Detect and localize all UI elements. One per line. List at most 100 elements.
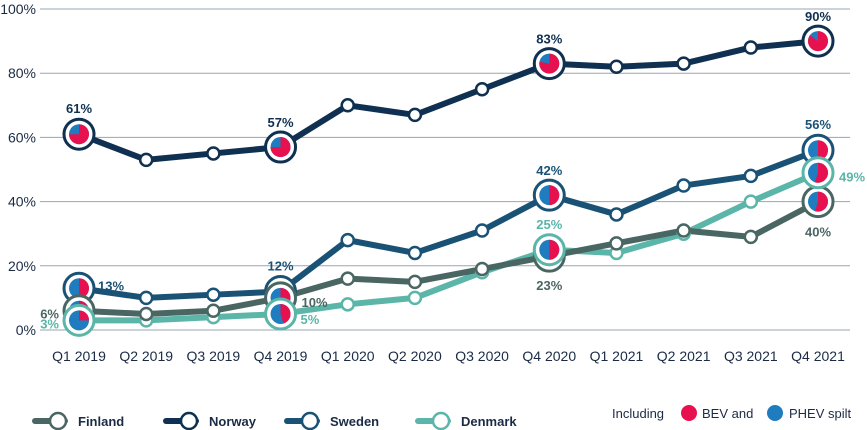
phev-swatch (767, 405, 783, 421)
pie-bev-slice (814, 162, 828, 183)
series-line-norway (76, 38, 821, 163)
x-tick-label: Q1 2020 (321, 348, 375, 364)
data-label-finland: 23% (536, 278, 562, 293)
point-sweden (676, 178, 691, 193)
data-label-denmark: 25% (536, 217, 562, 232)
legend: Finland Norway Sweden Denmark (32, 411, 517, 430)
data-label-norway: 61% (66, 101, 92, 116)
pie-bev-slice (818, 140, 828, 161)
data-labels: 6% 10% 23% 40% 61% 57% 83% 90% 13% 12% 42% 56% 3% 5% 2… (40, 9, 865, 331)
legend-label: Norway (209, 414, 257, 429)
x-tick-label: Q3 2021 (724, 348, 778, 364)
point-sweden (206, 287, 221, 302)
point-norway (340, 98, 355, 113)
data-label-norway: 57% (268, 115, 294, 130)
legend-item-finland: Finland (32, 411, 124, 430)
legend-swatch-marker (431, 411, 451, 430)
y-axis: 0% 20% 40% 60% 80% 100% (0, 1, 36, 338)
data-label-finland: 10% (302, 295, 328, 310)
pie-marker-sweden (62, 271, 96, 305)
series-lines (76, 38, 821, 324)
data-label-sweden: 13% (98, 278, 124, 293)
point-denmark (340, 297, 355, 312)
data-label-finland: 40% (805, 225, 831, 240)
legend-label: Denmark (461, 414, 517, 429)
pie-bev-slice (280, 303, 291, 324)
y-tick-label: 100% (0, 1, 36, 17)
pie-marker-finland (801, 185, 835, 219)
data-label-sweden: 56% (805, 117, 831, 132)
data-label-norway: 83% (536, 32, 562, 47)
x-tick-label: Q4 2020 (522, 348, 576, 364)
point-sweden (743, 168, 759, 184)
point-norway (407, 107, 423, 123)
bev-swatch (681, 405, 697, 421)
data-label-sweden: 42% (536, 163, 562, 178)
data-label-denmark: 49% (839, 170, 865, 185)
data-label-sweden: 12% (268, 258, 294, 273)
bev-phev-note: Including BEV and PHEV spilt (612, 405, 852, 421)
legend-swatch-marker (179, 411, 199, 430)
y-tick-label: 40% (8, 194, 36, 210)
pie-marker-norway (532, 47, 566, 81)
point-sweden (138, 290, 154, 306)
point-norway (138, 152, 154, 168)
y-tick-label: 20% (8, 258, 36, 274)
point-sweden (340, 232, 355, 248)
pie-marker-denmark (801, 156, 835, 190)
pie-markers (62, 24, 835, 337)
legend-swatch-marker (48, 411, 68, 430)
point-finland (609, 236, 624, 251)
y-tick-label: 0% (16, 322, 36, 338)
y-tick-label: 60% (8, 129, 36, 145)
pie-bev-slice (808, 31, 828, 52)
note-prefix: Including (612, 406, 664, 421)
x-tick-label: Q2 2019 (119, 348, 173, 364)
pie-marker-sweden (532, 178, 566, 212)
point-norway (206, 146, 221, 161)
legend-swatch-marker (300, 411, 320, 430)
x-tick-label: Q2 2020 (388, 348, 442, 364)
point-finland (676, 223, 691, 238)
point-finland (474, 261, 490, 277)
legend-label: Finland (78, 414, 124, 429)
note-bev-label: BEV and (702, 406, 753, 421)
pie-bev-slice (79, 310, 89, 321)
x-tick-label: Q1 2019 (52, 348, 106, 364)
point-norway (676, 56, 691, 71)
x-tick-label: Q3 2020 (455, 348, 509, 364)
pie-bev-slice (79, 278, 89, 299)
point-finland (340, 271, 355, 286)
point-finland (138, 306, 154, 322)
legend-item-sweden: Sweden (284, 411, 379, 430)
legend-label: Sweden (330, 414, 379, 429)
point-sweden (407, 245, 423, 261)
point-finland (743, 229, 759, 245)
note-phev-label: PHEV spilt (789, 406, 852, 421)
pie-bev-slice (69, 124, 89, 145)
y-tick-label: 80% (8, 65, 36, 81)
data-label-finland: 6% (40, 307, 59, 322)
point-denmark (407, 290, 423, 306)
pie-bev-slice (814, 191, 828, 212)
pie-marker-norway (62, 117, 96, 151)
x-tick-label: Q4 2019 (254, 348, 308, 364)
data-label-denmark: 5% (301, 312, 320, 327)
gridlines (40, 8, 850, 331)
point-norway (474, 82, 490, 97)
data-label-norway: 90% (805, 9, 831, 24)
point-sweden (609, 207, 624, 222)
legend-item-denmark: Denmark (415, 411, 517, 430)
legend-item-norway: Norway (163, 411, 257, 430)
series-line-finland (76, 198, 821, 317)
pie-bev-slice (549, 239, 560, 260)
pie-bev-slice (270, 137, 291, 158)
series-line-sweden (76, 147, 821, 301)
pie-bev-slice (549, 185, 560, 206)
pie-marker-denmark (62, 303, 96, 337)
pie-marker-norway (264, 130, 298, 164)
x-tick-label: Q3 2019 (187, 348, 241, 364)
series-line-denmark (76, 169, 821, 324)
data-label-denmark: 3% (40, 316, 59, 331)
